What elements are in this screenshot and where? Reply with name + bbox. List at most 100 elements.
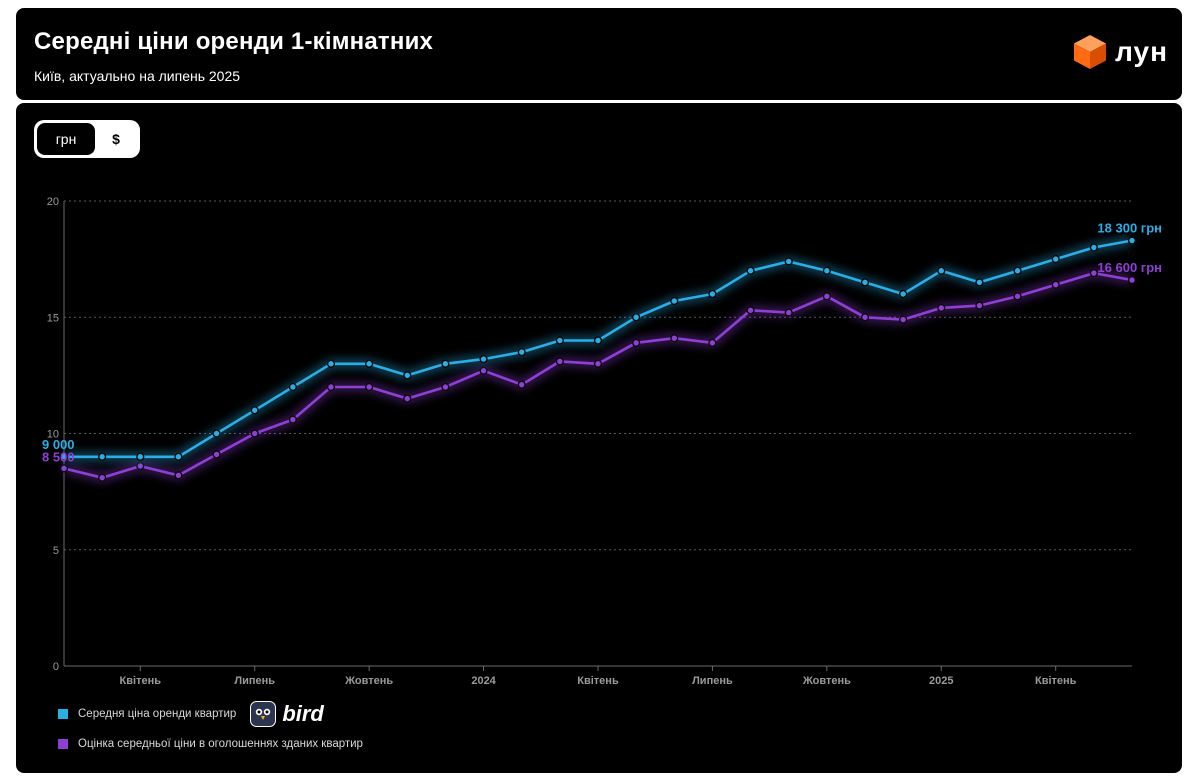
legend-item-avg-rent[interactable]: Середня ціна оренди квартир bird — [58, 701, 363, 727]
data-point[interactable] — [1089, 243, 1098, 252]
data-point[interactable] — [250, 429, 259, 438]
data-point[interactable] — [1127, 275, 1137, 285]
data-point[interactable] — [1127, 236, 1137, 245]
data-point[interactable] — [441, 382, 450, 392]
data-point[interactable] — [365, 382, 374, 392]
data-point[interactable] — [98, 452, 107, 461]
data-point[interactable] — [479, 355, 488, 364]
x-tick-label: Жовтень — [344, 675, 393, 687]
currency-toggle[interactable]: грн $ — [34, 120, 140, 158]
x-tick-label: Квітень — [577, 675, 619, 687]
data-point[interactable] — [59, 452, 69, 461]
start-value-label: 9 000 — [42, 437, 75, 452]
data-point[interactable] — [670, 334, 679, 343]
lun-logo[interactable]: лун — [1073, 34, 1168, 70]
logo-text: лун — [1115, 36, 1168, 67]
data-point[interactable] — [326, 382, 336, 392]
data-point[interactable] — [1013, 266, 1022, 275]
legend-item-listing-estimate[interactable]: Оцінка середньої ціни в оголошеннях здан… — [58, 733, 363, 755]
x-tick-label: 2024 — [471, 675, 496, 687]
data-point[interactable] — [899, 289, 908, 299]
series-glow — [63, 269, 1133, 482]
data-point[interactable] — [708, 289, 717, 299]
bird-text: bird — [282, 701, 324, 726]
legend: Середня ціна оренди квартир bird Оцінка … — [58, 701, 363, 763]
data-point[interactable] — [899, 315, 908, 324]
data-point[interactable] — [708, 338, 717, 347]
series-glow — [64, 237, 1133, 461]
data-point[interactable] — [975, 278, 984, 287]
data-point[interactable] — [365, 359, 374, 368]
data-point[interactable] — [59, 464, 69, 473]
chart-title: Середні ціни оренди 1-кімнатних — [34, 28, 434, 55]
data-point[interactable] — [746, 266, 755, 275]
x-tick-label: Липень — [692, 675, 733, 687]
x-tick-label: Липень — [234, 675, 275, 687]
data-point[interactable] — [937, 303, 946, 313]
data-point[interactable] — [975, 301, 984, 310]
line-chart: 0 5 10 15 20 Квітень Липень Жовтень 2024 Квітень Л… — [42, 196, 1162, 687]
data-point[interactable] — [784, 257, 793, 266]
x-tick-label: Жовтень — [802, 675, 851, 687]
chart-subtitle: Київ, актуально на липень 2025 — [34, 68, 241, 84]
series — [59, 236, 1137, 482]
data-point[interactable] — [403, 371, 412, 380]
currency-usd-button[interactable]: $ — [112, 131, 120, 147]
chart-header: Середні ціни оренди 1-кімнатних Київ, ак… — [16, 8, 1182, 100]
data-point[interactable] — [937, 266, 946, 275]
series-line — [64, 239, 1133, 459]
bird-logo-icon — [250, 701, 277, 727]
data-point[interactable] — [136, 452, 145, 461]
legend-label: Оцінка середньої ціни в оголошеннях здан… — [78, 738, 363, 750]
data-point[interactable] — [250, 406, 259, 415]
end-value-label: 18 300 грн — [1097, 221, 1162, 236]
data-point[interactable] — [632, 338, 641, 347]
x-tick-label: Квітень — [1035, 675, 1077, 687]
legend-swatch-blue — [58, 709, 68, 719]
y-tick-label: 15 — [47, 312, 59, 324]
data-point[interactable] — [555, 336, 564, 345]
start-value-label: 8 500 — [42, 449, 75, 464]
data-point[interactable] — [860, 278, 870, 287]
data-point[interactable] — [784, 308, 793, 317]
data-point[interactable] — [212, 429, 221, 438]
data-point[interactable] — [98, 473, 107, 482]
data-point[interactable] — [517, 380, 526, 389]
data-point[interactable] — [479, 366, 488, 375]
data-point[interactable] — [555, 357, 564, 366]
y-tick-label: 0 — [53, 661, 59, 673]
data-point[interactable] — [174, 471, 183, 480]
data-point[interactable] — [288, 382, 297, 392]
gridlines — [64, 200, 1132, 551]
bird-sponsor: bird — [250, 701, 324, 727]
end-value-label: 16 600 грн — [1097, 260, 1162, 275]
legend-label: Середня ціна оренди квартир — [78, 708, 237, 720]
data-point[interactable] — [1089, 268, 1098, 278]
y-tick-label: 5 — [53, 545, 59, 557]
data-point[interactable] — [822, 292, 831, 301]
data-point[interactable] — [212, 450, 221, 459]
chart-panel: грн $ 0 5 10 15 20 Квітень Липень Жовтень 2024 Кв… — [16, 103, 1182, 773]
y-tick-label: 10 — [47, 429, 59, 441]
data-point[interactable] — [860, 313, 870, 322]
data-point[interactable] — [136, 461, 145, 471]
data-point[interactable] — [174, 452, 183, 461]
data-point[interactable] — [593, 359, 603, 368]
data-point[interactable] — [1051, 280, 1060, 289]
data-point[interactable] — [632, 313, 641, 322]
data-point[interactable] — [288, 415, 297, 424]
currency-uah-button[interactable]: грн — [37, 123, 95, 155]
data-point[interactable] — [517, 348, 526, 357]
data-point[interactable] — [403, 394, 412, 403]
data-point[interactable] — [746, 306, 755, 315]
data-point[interactable] — [326, 359, 336, 368]
data-point[interactable] — [670, 296, 679, 306]
x-tick-label: 2025 — [929, 675, 953, 687]
data-point[interactable] — [822, 266, 831, 275]
data-point[interactable] — [1013, 292, 1022, 301]
data-point[interactable] — [441, 359, 450, 368]
data-point[interactable] — [1051, 255, 1060, 264]
legend-swatch-purple — [58, 739, 68, 749]
data-point[interactable] — [593, 336, 603, 345]
